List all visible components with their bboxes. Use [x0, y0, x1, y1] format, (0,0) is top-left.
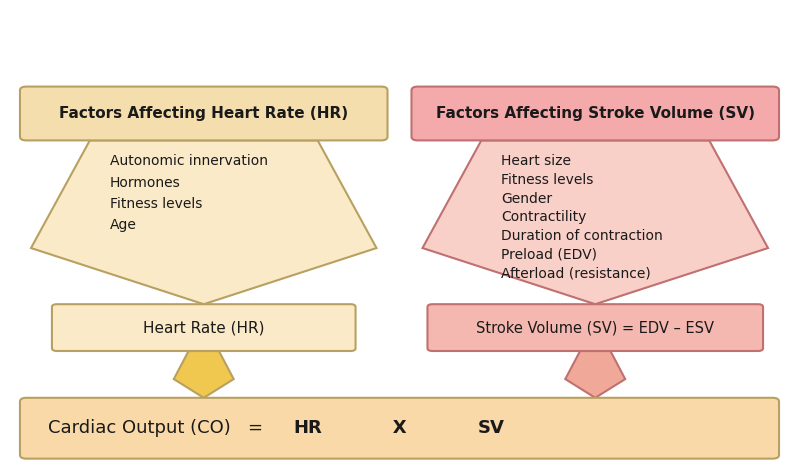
FancyBboxPatch shape [427, 304, 763, 351]
Text: Heart Rate (HR): Heart Rate (HR) [143, 320, 264, 335]
Text: Heart size
Fitness levels
Gender
Contractility
Duration of contraction
Preload (: Heart size Fitness levels Gender Contrac… [501, 154, 663, 280]
Text: SV: SV [478, 419, 505, 437]
Text: Cardiac Output (CO)   =: Cardiac Output (CO) = [48, 419, 280, 437]
FancyBboxPatch shape [411, 87, 779, 140]
Text: X: X [374, 419, 425, 437]
Polygon shape [174, 351, 233, 398]
Polygon shape [31, 140, 376, 304]
FancyBboxPatch shape [20, 398, 779, 459]
FancyBboxPatch shape [20, 87, 388, 140]
Text: Factors Affecting Heart Rate (HR): Factors Affecting Heart Rate (HR) [59, 106, 348, 121]
Text: Factors Affecting Stroke Volume (SV): Factors Affecting Stroke Volume (SV) [435, 106, 755, 121]
Polygon shape [566, 351, 625, 398]
Text: Stroke Volume (SV) = EDV – ESV: Stroke Volume (SV) = EDV – ESV [476, 320, 714, 335]
Text: Autonomic innervation
Hormones
Fitness levels
Age: Autonomic innervation Hormones Fitness l… [109, 154, 268, 232]
Polygon shape [423, 140, 768, 304]
FancyBboxPatch shape [52, 304, 356, 351]
Text: HR: HR [293, 419, 322, 437]
